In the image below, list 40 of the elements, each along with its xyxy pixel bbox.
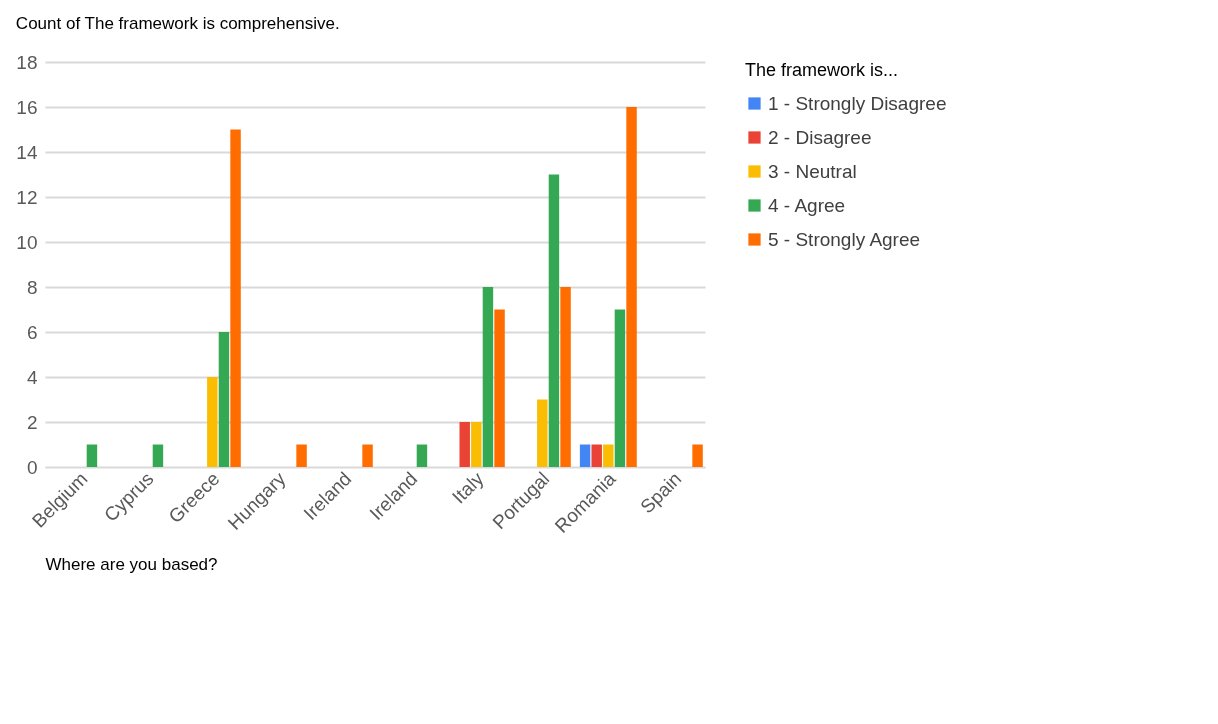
bar: [482, 287, 494, 467]
legend-title: The framework is...: [745, 60, 899, 80]
legend-label: 5 - Strongly Agree: [768, 228, 921, 250]
legend-label: 3 - Neutral: [768, 160, 857, 182]
y-tick-label: 6: [26, 321, 38, 343]
bar: [471, 422, 482, 467]
bar: [362, 444, 373, 467]
bar: [537, 399, 548, 467]
bar: [603, 444, 614, 467]
y-tick-label: 18: [16, 51, 38, 73]
y-tick-label: 0: [26, 456, 38, 478]
bar: [692, 444, 703, 467]
bar: [579, 444, 591, 467]
bar: [230, 129, 241, 467]
legend-label: 4 - Agree: [768, 194, 846, 216]
legend-label: 1 - Strongly Disagree: [768, 92, 947, 114]
y-tick-label: 4: [26, 366, 38, 388]
legend-label: 2 - Disagree: [768, 126, 872, 148]
y-tick-label: 12: [16, 186, 38, 208]
bar: [614, 309, 626, 467]
chart-title: Count of The framework is comprehensive.: [15, 14, 340, 33]
bar: [494, 309, 505, 467]
y-tick-label: 10: [16, 231, 38, 253]
bar: [459, 422, 470, 467]
x-axis-title: Where are you based?: [45, 554, 218, 574]
bar: [591, 444, 602, 467]
bar: [548, 174, 560, 467]
y-tick-label: 2: [26, 411, 38, 433]
bar: [207, 377, 218, 467]
bar: [296, 444, 307, 467]
bar: [86, 444, 98, 467]
bar: [626, 107, 637, 467]
bar: [560, 287, 571, 467]
x-tick-label: Italy: [447, 467, 488, 508]
bar: [416, 444, 428, 467]
bar: [218, 332, 230, 467]
bar: [152, 444, 164, 467]
y-tick-label: 8: [26, 276, 38, 298]
y-tick-label: 16: [16, 96, 38, 118]
y-tick-label: 14: [16, 141, 38, 163]
